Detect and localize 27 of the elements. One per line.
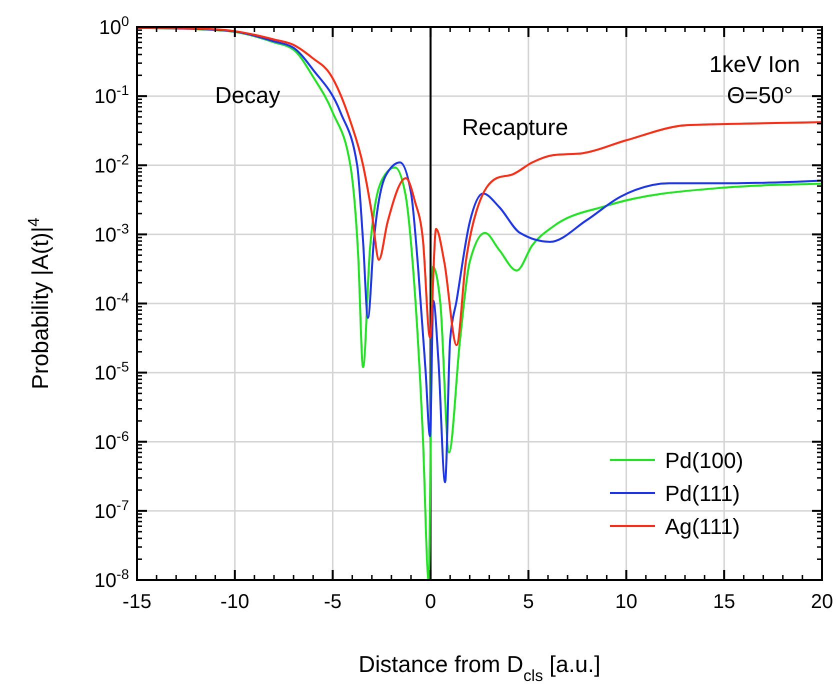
x-tick-label: 10	[615, 591, 638, 613]
y-tick-label: 10$^{-8}$	[94, 566, 130, 592]
x-tick-label: 20	[810, 591, 834, 613]
annotation: 1keV Ion	[709, 51, 800, 77]
y-tick-label: 10$^{-7}$	[94, 496, 130, 523]
annotation: Θ=50°	[726, 82, 793, 108]
legend-label: Pd(100)	[665, 448, 744, 473]
legend-label: Pd(111)	[665, 481, 740, 506]
x-tick-label: -15	[122, 591, 152, 613]
y-tick-label: 10$^{-4}$	[94, 290, 130, 316]
x-tick-label: -10	[220, 591, 250, 613]
x-tick-label: 0	[425, 591, 436, 613]
y-tick-label: 10$^{-1}$	[94, 82, 130, 108]
annotation: Decay	[215, 82, 281, 108]
x-axis-title: Distance from D$_{cls}$ [a.u.]	[358, 651, 601, 685]
x-tick-label: -5	[324, 591, 342, 613]
y-tick-label: 10$^{0}$	[98, 13, 130, 39]
line-series	[137, 27, 822, 346]
x-tick-label: 5	[522, 591, 534, 613]
x-tick-label: 15	[713, 591, 736, 613]
annotation: Recapture	[462, 114, 568, 140]
y-tick-label: 10$^{-3}$	[94, 220, 130, 246]
legend-label: Ag(111)	[665, 514, 740, 539]
y-tick-label: 10$^{-6}$	[94, 428, 130, 454]
y-tick-label: 10$^{-5}$	[94, 358, 130, 385]
line-series	[137, 27, 822, 580]
y-tick-label: 10$^{-2}$	[94, 151, 130, 178]
